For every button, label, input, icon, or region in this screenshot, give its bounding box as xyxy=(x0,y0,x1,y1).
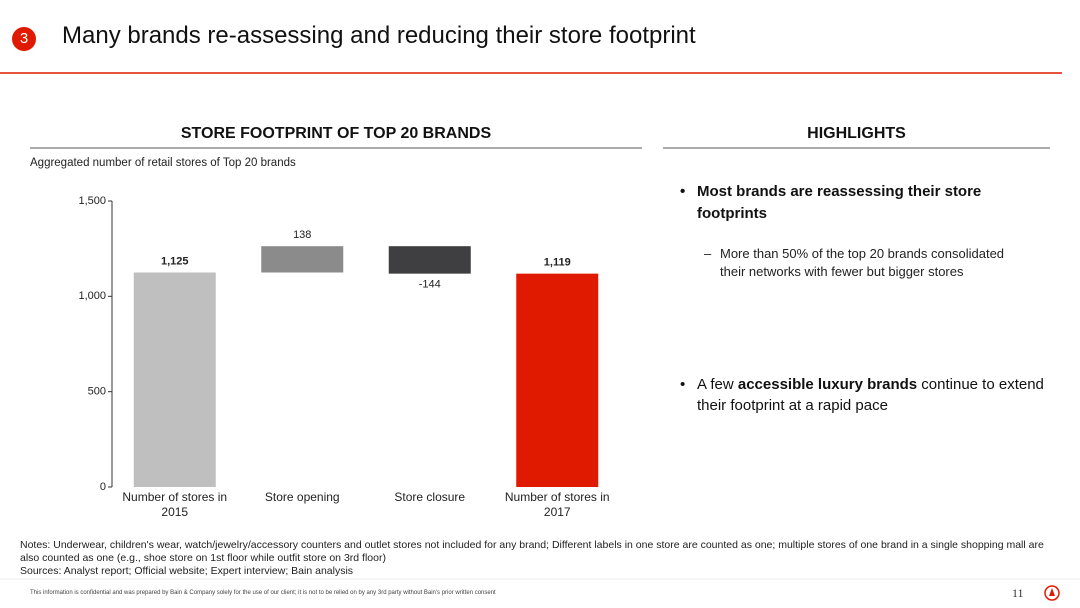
number-badge xyxy=(12,27,36,51)
slide-number: 3 xyxy=(19,30,29,47)
slide-title: Many brands re-assessing and reducing th… xyxy=(62,22,696,49)
bullet-dot: • xyxy=(680,376,686,393)
bullet-text: A few accessible luxury brands continue … xyxy=(697,374,1045,416)
x-tick-label: Store closure xyxy=(394,490,466,504)
value-label: 1,125 xyxy=(161,255,189,267)
text: continue to extend their footprint at a … xyxy=(697,376,1044,414)
chart-subtitle: Aggregated number of retail stores of To… xyxy=(30,157,296,169)
y-tick-label: 500 xyxy=(88,386,106,398)
bullet: • A few accessible luxury brands continue… xyxy=(680,374,1045,416)
sub-bullet-text: More than 50% of the top 20 brands conso… xyxy=(720,246,1005,279)
y-tick-label: 0 xyxy=(100,481,106,493)
bar xyxy=(133,272,216,487)
bar xyxy=(388,246,471,274)
bullet: • Most brands are reassessing their store… xyxy=(680,181,1040,225)
bullet-dot: • xyxy=(680,183,686,200)
bar xyxy=(516,273,599,487)
text: A few xyxy=(697,376,734,393)
x-tick-label: Number of stores in 2015 xyxy=(122,490,228,519)
logo xyxy=(1044,585,1060,601)
chart-title: STORE FOOTPRINT OF TOP 20 BRANDS xyxy=(180,125,492,142)
sub-bullet: – More than 50% of the top 20 brands cons… xyxy=(704,245,1014,281)
logo-mark xyxy=(1049,588,1055,596)
footer-note: This information is confidential and was… xyxy=(30,590,496,596)
bar xyxy=(261,246,344,273)
value-label: 1,119 xyxy=(544,257,571,269)
page-number: 11 xyxy=(1012,586,1024,600)
bullet-text: Most brands are reassessing their store … xyxy=(697,183,982,222)
dash: – xyxy=(704,246,712,261)
y-tick-label: 1,500 xyxy=(78,195,106,207)
notes: Notes: Underwear, children's wear, watch… xyxy=(20,539,1044,564)
highlights-title: HIGHLIGHTS xyxy=(807,125,906,142)
value-label: 138 xyxy=(293,229,311,241)
y-tick-label: 1,000 xyxy=(78,290,106,302)
bold-text: accessible luxury brands xyxy=(737,376,918,393)
sources: Sources: Analyst report; Official websit… xyxy=(20,565,354,577)
value-label: -144 xyxy=(419,279,441,291)
x-tick-label: Store opening xyxy=(264,490,340,504)
x-tick-label: Number of stores in 2017 xyxy=(504,490,610,519)
